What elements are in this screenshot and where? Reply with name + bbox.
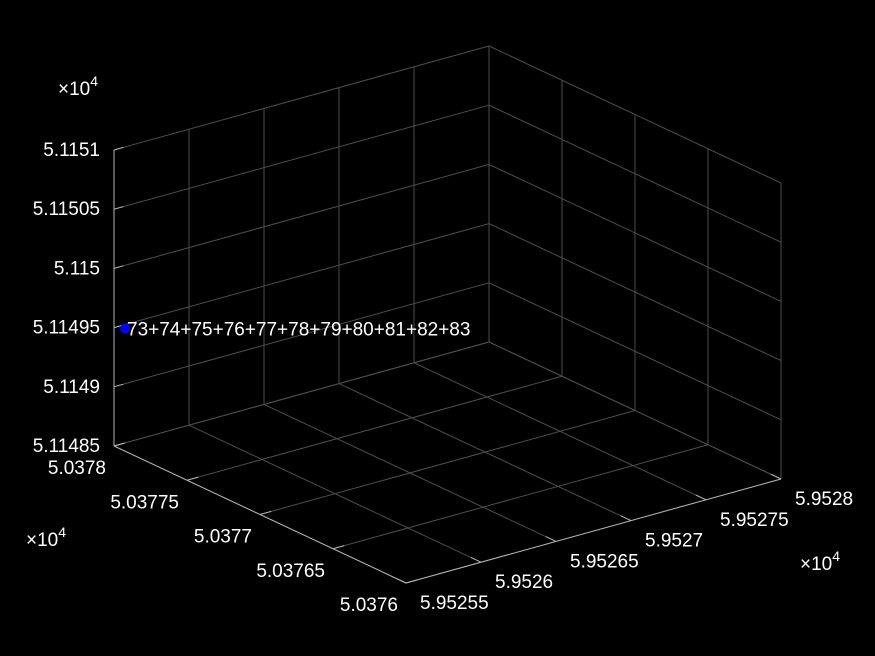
z-tick-label: 5.11485 bbox=[33, 436, 100, 457]
z-tick-label: 5.11505 bbox=[33, 199, 100, 220]
side-wall-grid-z bbox=[488, 104, 782, 243]
data-points: 73+74+75+76+77+78+79+80+81+82+83 bbox=[120, 320, 470, 341]
x-tick-mark bbox=[770, 473, 782, 480]
tick-labels: 5.95255 5.9526 5.95265 5.9527 5.95275 5.9528 5… bbox=[33, 140, 853, 616]
x-tick-mark bbox=[695, 494, 707, 501]
back-wall-grid-z bbox=[113, 104, 490, 210]
floor-grid-y bbox=[332, 444, 709, 550]
grid-lines bbox=[113, 45, 782, 584]
side-wall-grid-z bbox=[488, 282, 782, 421]
x-tick-mark bbox=[620, 515, 632, 522]
z-tick-mark bbox=[113, 265, 124, 269]
back-wall-grid-z bbox=[113, 223, 490, 329]
z-tick-label: 5.115 bbox=[54, 258, 100, 279]
data-point-label: 73+74+75+76+77+78+79+80+81+82+83 bbox=[127, 320, 470, 341]
y-tick-mark bbox=[332, 545, 345, 550]
y-tick-mark bbox=[186, 476, 199, 481]
x-tick-mark bbox=[395, 577, 407, 584]
z-tick-mark bbox=[113, 146, 124, 151]
side-wall-grid-z bbox=[488, 45, 782, 184]
back-wall-grid-z bbox=[113, 282, 490, 388]
z-tick-label: 5.1151 bbox=[43, 140, 100, 161]
y-tick-label: 5.03775 bbox=[110, 492, 179, 513]
x-tick-mark bbox=[545, 536, 557, 542]
back-wall-grid-z bbox=[113, 45, 490, 151]
z-tick-mark bbox=[113, 206, 124, 210]
y-tick-label: 5.0376 bbox=[340, 595, 398, 616]
z-axis-exponent-label: ×104 bbox=[58, 73, 98, 100]
floor-grid-y bbox=[259, 410, 636, 515]
axis-lines bbox=[113, 146, 782, 584]
floor-grid-y bbox=[186, 375, 563, 481]
y-tick-label: 5.03765 bbox=[256, 561, 325, 582]
axis-exponent-labels: ×104 ×104 ×104 bbox=[26, 73, 840, 575]
side-wall-grid-z bbox=[488, 163, 782, 302]
y-tick-mark bbox=[259, 510, 272, 515]
data-point bbox=[120, 323, 130, 334]
x-tick-mark bbox=[470, 556, 482, 563]
y-tick-label: 5.0377 bbox=[194, 527, 252, 548]
side-wall-grid-z bbox=[488, 341, 782, 480]
x-tick-label: 5.9527 bbox=[645, 531, 703, 552]
x-axis-line bbox=[405, 478, 782, 584]
x-tick-label: 5.95275 bbox=[720, 510, 789, 531]
back-wall-grid-z bbox=[113, 163, 490, 269]
x-axis-exponent-label: ×104 bbox=[800, 548, 840, 575]
side-wall-grid-z bbox=[488, 223, 782, 362]
z-tick-label: 5.11495 bbox=[33, 318, 100, 339]
x-tick-label: 5.9528 bbox=[795, 489, 853, 510]
y-axis-exponent-label: ×104 bbox=[26, 524, 66, 551]
z-tick-label: 5.1149 bbox=[43, 377, 100, 398]
y-tick-label: 5.0378 bbox=[48, 458, 106, 479]
y-tick-mark bbox=[405, 579, 418, 584]
x-tick-label: 5.95265 bbox=[570, 551, 639, 572]
z-tick-mark bbox=[113, 442, 124, 447]
back-wall-grid-z bbox=[113, 341, 490, 447]
x-tick-label: 5.95255 bbox=[420, 593, 489, 614]
z-tick-mark bbox=[113, 383, 124, 388]
x-tick-label: 5.9526 bbox=[495, 572, 553, 593]
